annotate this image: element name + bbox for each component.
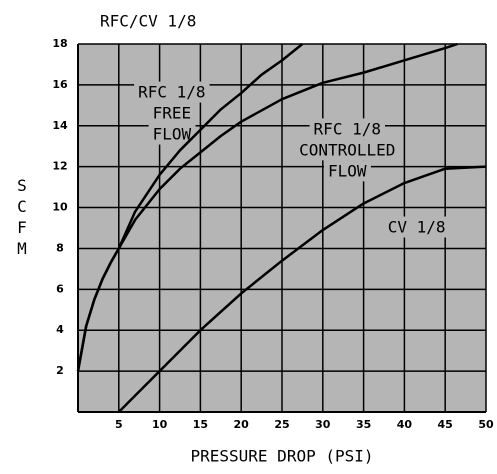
chart-title: RFC/CV 1/8: [100, 12, 196, 31]
x-tick-label: 50: [478, 418, 494, 431]
annotation: FLOW: [153, 125, 192, 144]
y-tick-label: 4: [56, 323, 64, 336]
series-line: [117, 165, 487, 413]
y-tick-label: 12: [52, 160, 67, 173]
annotation-background: [383, 216, 450, 238]
annotation: CONTROLLED: [299, 140, 395, 159]
annotation: RFC 1/8: [138, 83, 205, 102]
y-tick-label: 18: [52, 37, 67, 50]
annotation: FREE: [153, 104, 192, 123]
y-tick-label: 14: [52, 119, 68, 132]
annotation-background: [134, 81, 210, 103]
annotation: FLOW: [328, 161, 367, 180]
series-line: [76, 42, 458, 372]
x-tick-label: 15: [193, 418, 208, 431]
annotation-background: [148, 102, 196, 124]
x-tick-label: 45: [438, 418, 453, 431]
x-tick-label: 5: [115, 418, 123, 431]
y-tick-label: 6: [56, 282, 64, 295]
y-tick-label: 8: [56, 241, 64, 254]
x-tick-label: 25: [274, 418, 289, 431]
y-tick-label: 2: [56, 364, 64, 377]
x-tick-label: 30: [315, 418, 331, 431]
x-axis-label: PRESSURE DROP (PSI): [190, 447, 373, 466]
y-tick-label: 16: [52, 78, 68, 91]
annotation: CV 1/8: [388, 218, 446, 237]
annotation-background: [309, 118, 385, 140]
annotation-background: [295, 139, 400, 161]
annotation: RFC 1/8: [314, 119, 381, 138]
x-tick-label: 35: [356, 418, 371, 431]
x-tick-label: 10: [152, 418, 168, 431]
y-tick-label: 10: [52, 201, 68, 214]
annotation-background: [148, 123, 196, 145]
x-tick-label: 40: [397, 418, 413, 431]
annotation-background: [324, 160, 371, 182]
x-tick-label: 20: [234, 418, 250, 431]
